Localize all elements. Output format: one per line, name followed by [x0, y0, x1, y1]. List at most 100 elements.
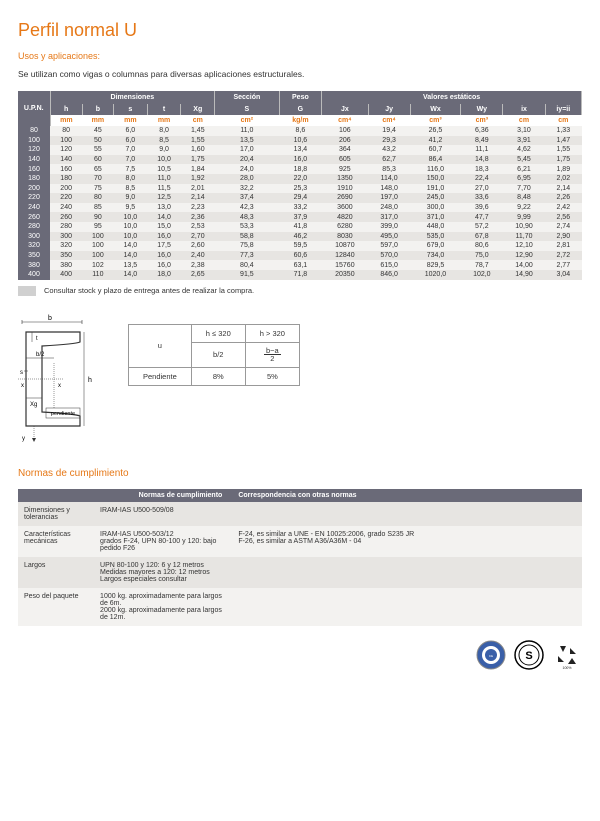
table-cell: 1,75	[545, 155, 581, 165]
table-cell: 846,0	[368, 270, 410, 280]
table-cell: 2,40	[181, 251, 215, 261]
table-row: 2602609010,014,02,3648,337,94820317,0371…	[18, 212, 582, 222]
norm-label: Dimensiones y tolerancias	[18, 502, 94, 526]
table-cell: 13,0	[147, 203, 181, 213]
table-cell: 240	[18, 203, 50, 213]
pend-8: 8%	[191, 368, 245, 386]
h-gt-320: h > 320	[245, 324, 299, 342]
label-pendiente: pendiente	[51, 411, 75, 417]
table-cell: 15,0	[147, 222, 181, 232]
table-cell: 7,70	[503, 184, 545, 194]
table-cell: 37,9	[279, 212, 322, 222]
table-cell: 13,4	[279, 145, 322, 155]
table-cell: 8,6	[279, 126, 322, 136]
table-cell: 100	[18, 136, 50, 146]
table-cell: 3,91	[503, 136, 545, 146]
table-cell: 45	[82, 126, 113, 136]
table-cell: 16,0	[279, 155, 322, 165]
label-xg: Xg	[30, 402, 37, 408]
table-cell: 6,36	[461, 126, 503, 136]
table-cell: 1,45	[181, 126, 215, 136]
table-cell: 2,65	[181, 270, 215, 280]
table-cell: 24,0	[215, 164, 279, 174]
table-cell: 13,5	[113, 260, 147, 270]
table-cell: 80,6	[461, 241, 503, 251]
table-cell: 10,0	[147, 155, 181, 165]
table-cell: 3,10	[503, 126, 545, 136]
table-cell: 1350	[322, 174, 368, 184]
table-cell: 1,55	[181, 136, 215, 146]
table-cell: 400	[50, 270, 82, 280]
group-header: Peso	[279, 91, 322, 104]
table-cell: 90	[82, 212, 113, 222]
table-row: 240240859,513,02,2342,333,23600248,0300,…	[18, 203, 582, 213]
table-cell: 46,2	[279, 232, 322, 242]
table-cell: 8,48	[503, 193, 545, 203]
col-header: Jx	[322, 104, 368, 115]
table-cell: 2,70	[181, 232, 215, 242]
table-row: 140140607,010,01,7520,416,060562,786,414…	[18, 155, 582, 165]
table-cell: 180	[50, 174, 82, 184]
table-cell: 2,60	[181, 241, 215, 251]
description: Se utilizan como vigas o columnas para d…	[18, 69, 582, 79]
norms-row: LargosUPN 80-100 y 120: 6 y 12 metros Me…	[18, 557, 582, 588]
table-cell: 1,33	[545, 126, 581, 136]
table-cell: 10,0	[113, 212, 147, 222]
table-cell: 71,8	[279, 270, 322, 280]
unit-header: cm	[545, 115, 581, 126]
table-cell: 32,2	[215, 184, 279, 194]
table-row: 8080456,08,01,4511,08,610619,426,56,363,…	[18, 126, 582, 136]
unit-header: mm	[147, 115, 181, 126]
table-cell: 4,62	[503, 145, 545, 155]
label-h: h	[88, 377, 92, 384]
table-cell: 2,90	[545, 232, 581, 242]
table-cell: 160	[18, 164, 50, 174]
label-b2: b/2	[36, 352, 45, 358]
table-cell: 160	[50, 164, 82, 174]
table-cell: 100	[82, 241, 113, 251]
table-cell: 240	[50, 203, 82, 213]
table-cell: 9,0	[113, 193, 147, 203]
table-cell: 57,2	[461, 222, 503, 232]
table-cell: 6,0	[113, 136, 147, 146]
table-cell: 10,90	[503, 222, 545, 232]
table-cell: 75,8	[215, 241, 279, 251]
table-cell: 248,0	[368, 203, 410, 213]
norm-label: Peso del paquete	[18, 588, 94, 626]
norm-value: 1000 kg. aproximadamente para largos de …	[94, 588, 232, 626]
table-row: 220220809,012,52,1437,429,42690197,0245,…	[18, 193, 582, 203]
table-cell: 679,0	[410, 241, 461, 251]
table-cell: 60	[82, 155, 113, 165]
table-cell: 448,0	[410, 222, 461, 232]
table-cell: 106	[322, 126, 368, 136]
table-cell: 26,5	[410, 126, 461, 136]
table-cell: 350	[50, 251, 82, 261]
table-cell: 75	[82, 184, 113, 194]
col-header: G	[279, 104, 322, 115]
table-cell: 18,3	[461, 164, 503, 174]
table-cell: 925	[322, 164, 368, 174]
table-cell: 17,5	[147, 241, 181, 251]
b2-cell: b/2	[191, 342, 245, 368]
table-cell: 10,0	[113, 232, 147, 242]
unit-header: cm⁴	[368, 115, 410, 126]
ba2-cell: b−a 2	[245, 342, 299, 368]
col-header: Jy	[368, 104, 410, 115]
col-header: Wx	[410, 104, 461, 115]
table-row: 32032010014,017,52,6075,859,510870597,06…	[18, 241, 582, 251]
table-cell: 12840	[322, 251, 368, 261]
table-cell: 58,8	[215, 232, 279, 242]
table-cell: 7,5	[113, 164, 147, 174]
svg-text:CE: CE	[489, 654, 493, 658]
table-cell: 10,0	[113, 222, 147, 232]
table-cell: 10870	[322, 241, 368, 251]
table-cell: 60,6	[279, 251, 322, 261]
table-cell: 1910	[322, 184, 368, 194]
table-cell: 22,0	[279, 174, 322, 184]
table-cell: 14,0	[113, 251, 147, 261]
unit-header: mm	[113, 115, 147, 126]
table-cell: 62,7	[368, 155, 410, 165]
table-cell: 197,0	[368, 193, 410, 203]
note-text: Consultar stock y plazo de entrega antes…	[44, 286, 254, 295]
table-cell: 20350	[322, 270, 368, 280]
